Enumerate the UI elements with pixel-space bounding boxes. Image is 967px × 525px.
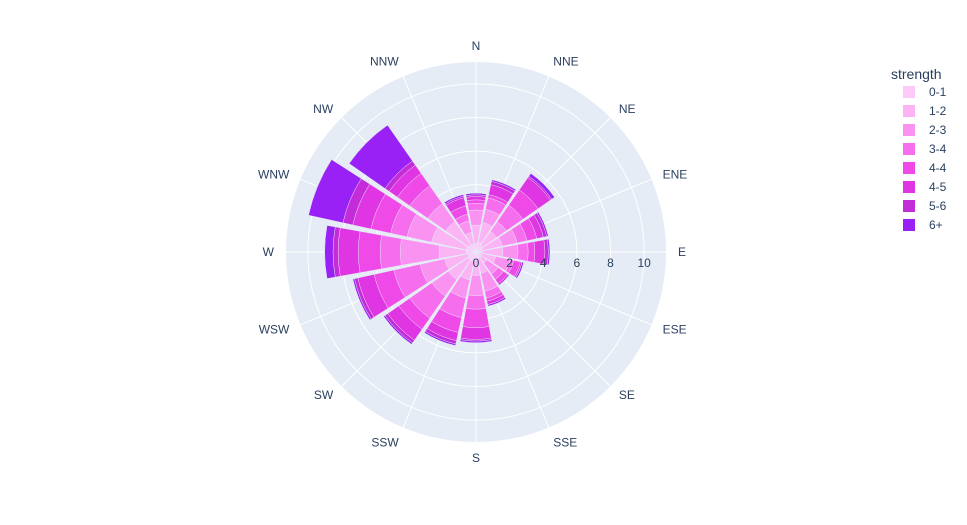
- legend-swatch: [903, 124, 915, 136]
- angular-tick-label: SE: [619, 388, 635, 402]
- bar-1-2-W[interactable]: [438, 245, 477, 259]
- radial-tick-label: 2: [506, 256, 513, 270]
- legend-label: 5-6: [929, 199, 947, 213]
- angular-tick-label: NNE: [553, 54, 578, 68]
- angular-tick-label: SSW: [371, 436, 399, 450]
- legend-label: 2-3: [929, 123, 947, 137]
- radial-tick-label: 4: [540, 256, 547, 270]
- angular-tick-label: S: [472, 451, 480, 465]
- bar-0-1-SSE[interactable]: [475, 251, 480, 259]
- bar-0-1-NNW[interactable]: [471, 243, 477, 253]
- legend-label: 3-4: [929, 142, 947, 156]
- bar-0-1-NE[interactable]: [475, 244, 484, 253]
- legend-item[interactable]: 5-6: [903, 199, 947, 213]
- legend-item[interactable]: 2-3: [903, 123, 947, 137]
- legend-item[interactable]: 1-2: [903, 104, 947, 118]
- legend-label: 1-2: [929, 104, 947, 118]
- angular-tick-label: E: [678, 245, 686, 259]
- bar-1-2-WSW[interactable]: [444, 251, 477, 270]
- series-0-1: [465, 241, 484, 263]
- bar-1-2-WNW[interactable]: [431, 227, 477, 253]
- bar-0-1-ENE[interactable]: [475, 248, 483, 253]
- legend-label: 0-1: [929, 85, 947, 99]
- radial-tick-labels: 0 2 4 6 8 10: [473, 256, 651, 270]
- legend-item[interactable]: 4-4: [903, 161, 947, 175]
- angular-tick-label: NW: [313, 102, 334, 116]
- bar-0-1-SW[interactable]: [467, 251, 477, 261]
- bar-1-2-N[interactable]: [470, 224, 482, 253]
- angular-tick-label: N: [472, 39, 481, 53]
- angular-tick-label: ENE: [663, 168, 688, 182]
- bar-2-3-W[interactable]: [400, 238, 477, 266]
- angular-tick-label: NE: [619, 102, 636, 116]
- legend-item[interactable]: 3-4: [903, 142, 947, 156]
- legend-title: strength: [891, 66, 942, 82]
- bar-0-1-N[interactable]: [474, 243, 478, 253]
- legend-swatch: [903, 162, 915, 174]
- bar-0-1-W[interactable]: [465, 249, 477, 255]
- bar-1-2-ESE[interactable]: [475, 251, 497, 264]
- bar-1-2-S[interactable]: [471, 251, 481, 276]
- legend-swatch: [903, 200, 915, 212]
- bar-1-2-ENE[interactable]: [475, 237, 503, 253]
- angular-tick-label: NNW: [370, 54, 399, 68]
- legend-swatch: [903, 219, 915, 231]
- bar-0-1-NNE[interactable]: [475, 241, 482, 253]
- angular-tick-label: WSW: [259, 322, 290, 336]
- angular-tick-labels: N NNE NE ENE E ESE SE SSE S SSW SW WSW W WNW NW NNW: [258, 39, 687, 465]
- bar-0-1-SSW[interactable]: [470, 251, 477, 263]
- angular-tick-label: WNW: [258, 168, 290, 182]
- bar-1-2-NW[interactable]: [445, 221, 477, 253]
- bar-0-1-WSW[interactable]: [467, 251, 477, 257]
- angular-tick-label: SSE: [553, 436, 577, 450]
- bar-series-group: [308, 124, 555, 346]
- bar-1-2-E[interactable]: [475, 246, 504, 258]
- series-1-2: [431, 221, 504, 281]
- bar-0-1-WNW[interactable]: [465, 246, 477, 253]
- legend-swatch: [903, 86, 915, 98]
- bar-0-1-NW[interactable]: [468, 244, 477, 253]
- radial-tick-label: 10: [637, 256, 651, 270]
- bar-0-1-SE[interactable]: [475, 251, 482, 258]
- legend-item[interactable]: 6+: [903, 218, 943, 232]
- legend-label: 4-4: [929, 161, 947, 175]
- radial-tick-label: 0: [473, 256, 480, 270]
- angular-tick-label: ESE: [663, 322, 687, 336]
- angular-tick-label: SW: [314, 388, 334, 402]
- bar-0-1-S[interactable]: [474, 251, 478, 261]
- angular-tick-label: W: [263, 245, 275, 259]
- legend-item[interactable]: 4-5: [903, 180, 947, 194]
- legend: strength 0-1 1-2 2-3 3-4 4-4 4-5 5-6 6+: [891, 66, 947, 232]
- legend-label: 6+: [929, 218, 943, 232]
- radial-tick-label: 8: [607, 256, 614, 270]
- bar-0-1-E[interactable]: [475, 250, 483, 254]
- legend-label: 4-5: [929, 180, 947, 194]
- legend-item[interactable]: 0-1: [903, 85, 947, 99]
- legend-swatch: [903, 181, 915, 193]
- legend-swatch: [903, 143, 915, 155]
- radial-tick-label: 6: [574, 256, 581, 270]
- legend-swatch: [903, 105, 915, 117]
